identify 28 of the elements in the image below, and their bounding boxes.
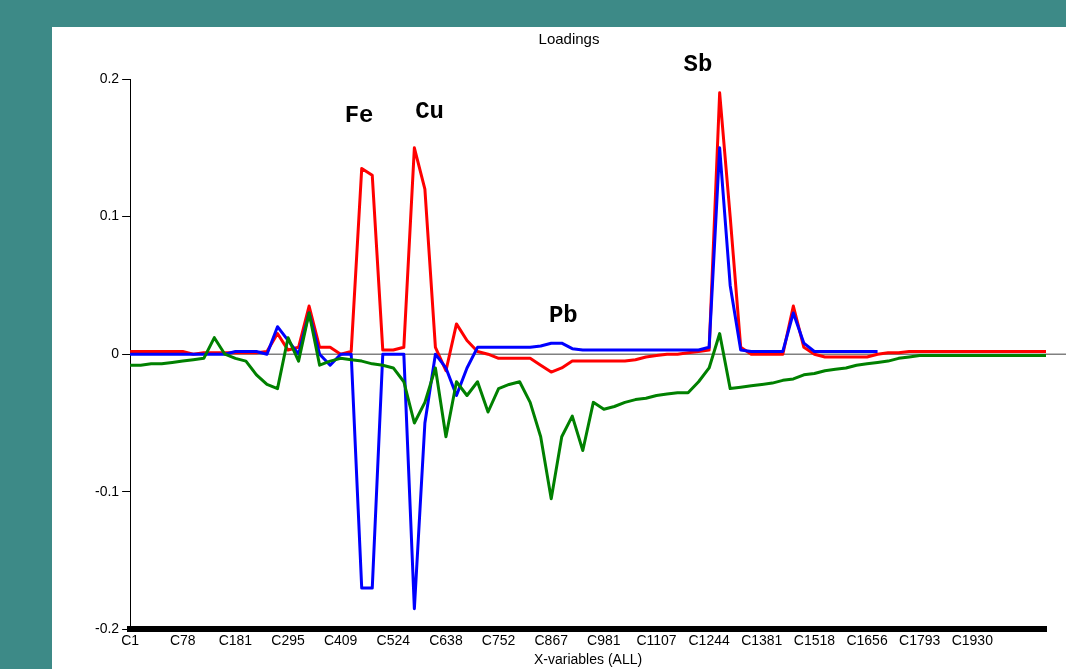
annotation: Fe: [344, 102, 374, 130]
x-tick-label: C1793: [899, 631, 941, 648]
x-tick-label: C752: [481, 631, 516, 648]
chart-title: Loadings: [538, 30, 600, 48]
x-tick-label: C867: [534, 631, 569, 648]
x-tick-label: C181: [218, 631, 253, 648]
x-tick-label: C524: [376, 631, 411, 648]
x-axis-title: X-variables (ALL): [533, 651, 643, 668]
y-tick-label: 0: [111, 345, 120, 362]
x-tick-label: C1381: [741, 631, 783, 648]
x-tick-label: C295: [271, 631, 305, 648]
x-tick-label: C78: [169, 631, 196, 648]
annotation: Cu: [415, 97, 445, 125]
x-tick-label: C1656: [846, 631, 888, 648]
x-tick-label: C409: [323, 631, 358, 648]
x-tick-label: C1518: [793, 631, 836, 648]
x-tick-label: C1: [121, 631, 140, 648]
y-tick-label: -0.1: [95, 482, 120, 499]
x-tick-label: C638: [429, 631, 463, 648]
y-tick-label: -0.2: [95, 620, 120, 637]
x-tick-label: C1244: [688, 631, 730, 648]
x-tick-label: C1930: [951, 631, 994, 648]
y-tick-label: 0.1: [99, 207, 120, 224]
annotation: Pb: [548, 301, 578, 329]
x-tick-label: C1107: [636, 631, 677, 648]
y-tick-label: 0.2: [99, 69, 120, 86]
text: Sb: [683, 51, 713, 79]
x-tick-label: C981: [587, 631, 621, 648]
